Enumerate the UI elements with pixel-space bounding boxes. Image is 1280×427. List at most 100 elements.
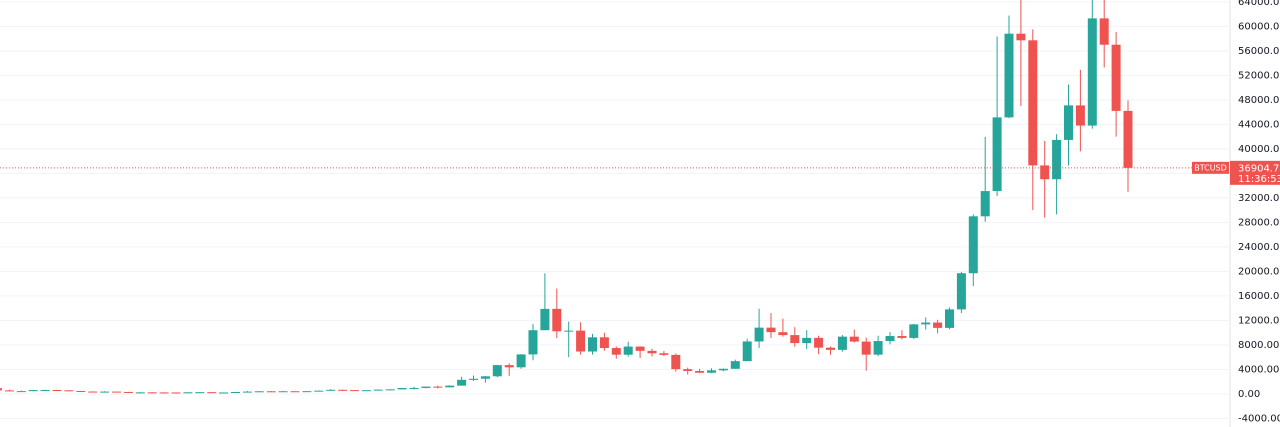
y-tick-label: 32000.00 — [1238, 193, 1280, 204]
candle-body — [492, 365, 502, 377]
y-tick-label: 44000.00 — [1238, 119, 1280, 130]
candle-body — [480, 376, 490, 379]
candle-body — [159, 392, 169, 394]
candle-body — [433, 386, 443, 388]
y-tick-label: 48000.00 — [1238, 95, 1280, 106]
candle-body — [100, 391, 110, 393]
candle-body — [0, 388, 2, 391]
candle-body — [266, 391, 276, 393]
candle-body — [1123, 110, 1133, 168]
candle-body — [980, 191, 990, 217]
candle-body — [1075, 105, 1085, 126]
y-tick-label: 16000.00 — [1238, 291, 1280, 302]
candle-body — [647, 350, 657, 354]
candle-body — [956, 273, 966, 310]
candle-body — [397, 388, 407, 390]
y-tick-label: 8000.00 — [1238, 340, 1279, 351]
candle-body — [778, 332, 788, 336]
candle-body — [873, 341, 883, 355]
candle-body — [659, 353, 669, 355]
candle-body — [897, 336, 907, 338]
candle-body — [40, 389, 50, 391]
symbol-label: BTCUSD — [1194, 163, 1227, 172]
candle-body — [88, 391, 98, 393]
candle-body — [457, 379, 467, 386]
candle-body — [350, 390, 359, 392]
candle-body — [516, 354, 526, 368]
candle-body — [123, 391, 133, 393]
candle-body — [302, 391, 312, 393]
candle-body — [409, 387, 419, 389]
candle-body — [945, 309, 954, 328]
candle-body — [671, 354, 681, 370]
candle-body — [528, 330, 538, 355]
candle-body — [52, 389, 62, 391]
candle-body — [1004, 33, 1014, 118]
y-tick-label: 24000.00 — [1238, 242, 1280, 253]
symbol-tag — [1192, 161, 1229, 174]
candle-body — [1016, 33, 1026, 41]
y-tick-label: 4000.00 — [1238, 364, 1279, 375]
candle-body — [290, 391, 300, 393]
countdown-label: 11:36:53 — [1238, 174, 1280, 185]
candle-body — [147, 392, 157, 394]
candle-body — [790, 335, 800, 344]
candle-body — [611, 348, 621, 355]
candle-body — [552, 308, 562, 332]
candle-body — [16, 391, 26, 393]
candle-body — [861, 341, 871, 355]
price-tag — [1230, 160, 1280, 185]
candle-body — [421, 386, 431, 388]
candle-body — [1028, 40, 1038, 166]
candle-body — [242, 391, 252, 393]
candle-body — [231, 391, 240, 393]
candle-body — [76, 390, 86, 392]
candle-body — [968, 216, 978, 274]
candle-body — [219, 392, 229, 394]
candle-body — [742, 341, 752, 362]
candle-body — [623, 346, 633, 355]
candle-body — [635, 346, 645, 351]
candle-body — [564, 330, 574, 332]
candle-body — [254, 391, 264, 393]
candle-body — [921, 322, 931, 325]
candle-body — [730, 361, 740, 369]
candle-body — [802, 337, 812, 344]
candle-body — [588, 337, 597, 352]
candle-body — [1111, 44, 1121, 111]
y-tick-label: 0.00 — [1238, 389, 1260, 400]
candle-body — [361, 390, 371, 392]
y-tick-label: 40000.00 — [1238, 144, 1280, 155]
candle-body — [885, 336, 895, 342]
candle-body — [1087, 18, 1097, 126]
candle-body — [909, 324, 919, 338]
y-tick-label: 52000.00 — [1238, 70, 1280, 81]
candle-body — [278, 391, 288, 393]
candle-body — [171, 392, 181, 394]
y-tick-label: -4000.00 — [1238, 413, 1280, 424]
candle-body — [112, 391, 121, 393]
candle-body — [195, 392, 205, 394]
candle-body — [28, 390, 38, 392]
y-tick-label: 12000.00 — [1238, 315, 1280, 326]
candle-body — [445, 385, 455, 388]
candle-body — [207, 392, 217, 394]
candle-body — [826, 347, 835, 350]
candle-body — [599, 337, 609, 349]
candle-body — [326, 389, 336, 391]
candle-body — [373, 389, 383, 391]
candle-body — [718, 368, 728, 371]
candle-body — [837, 336, 847, 350]
candle-body — [338, 389, 348, 391]
candle-body — [504, 365, 514, 368]
candle-body — [1052, 139, 1062, 180]
candle-body — [1040, 165, 1050, 180]
candle-body — [933, 322, 943, 328]
candle-body — [135, 392, 145, 394]
candle-body — [754, 327, 764, 342]
candle-body — [683, 369, 693, 372]
candle-body — [1099, 18, 1109, 45]
candle-body — [64, 390, 74, 392]
